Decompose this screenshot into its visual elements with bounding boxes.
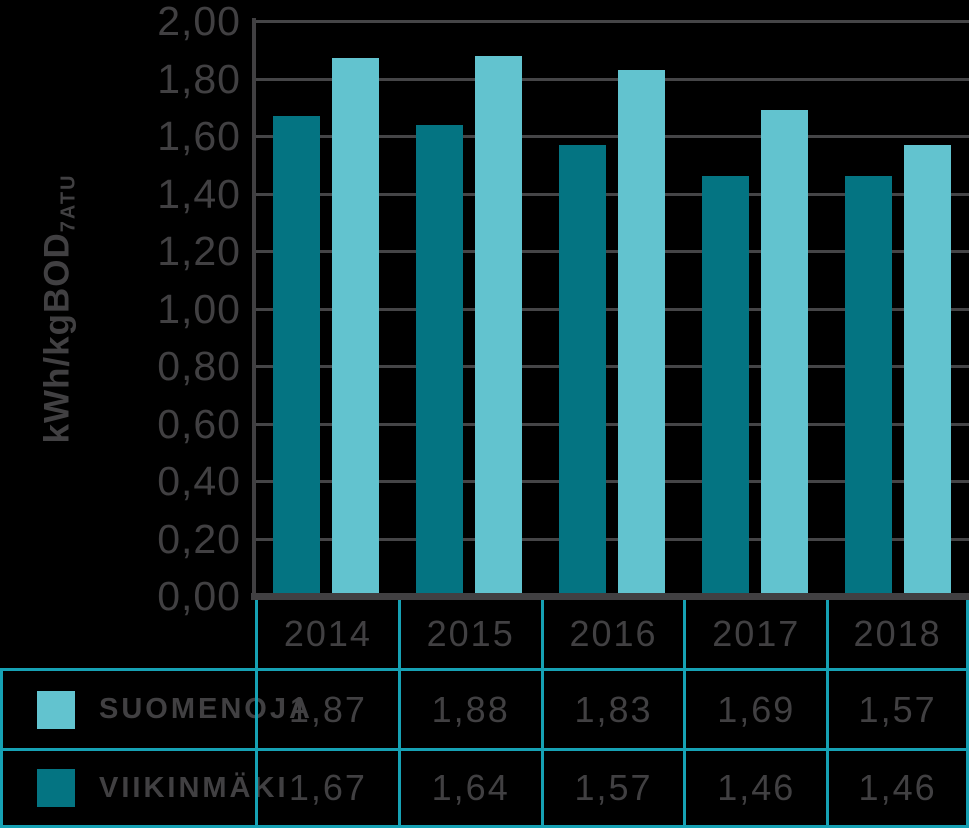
bar-suomenoja-2016	[618, 69, 665, 596]
bar-suomenoja-2015	[475, 55, 523, 596]
value-cell: 1,46	[826, 748, 969, 828]
legend-label: VIIKINMÄKI	[99, 771, 289, 804]
year-header-cell: 2015	[397, 600, 541, 668]
gridline	[255, 20, 969, 23]
bar-viikinmki-2017	[701, 176, 749, 596]
table-spacer-cell	[0, 600, 255, 668]
bar-viikinmki-2018	[844, 176, 892, 596]
bar-viikinmki-2016	[559, 144, 606, 596]
y-axis-line	[252, 18, 256, 600]
y-tick-label: 1,60	[157, 113, 241, 159]
gridline	[255, 77, 969, 81]
data-table: 2014 2015 2016 2017 2018 SUOMENOJA 1,87 1,88 1,8…	[0, 600, 969, 828]
plot-area	[255, 20, 969, 596]
value-cell: 1,57	[540, 748, 684, 828]
y-tick-label: 0,20	[157, 515, 241, 562]
gridline	[255, 365, 969, 368]
legend-label: SUOMENOJA	[99, 693, 313, 725]
year-header-cell: 2014	[255, 600, 398, 668]
bar-suomenoja-2017	[760, 110, 808, 596]
y-tick-label: 0,60	[157, 400, 241, 447]
value-cell: 1,69	[683, 668, 827, 748]
value-cell: 1,87	[255, 668, 398, 748]
bar-viikinmki-2015	[416, 124, 464, 596]
year-header-cell: 2016	[540, 600, 684, 668]
y-axis-tick-labels: 0,00 0,20 0,40 0,60 0,80 1,00 1,20 1,40 1,60 1,80…	[0, 0, 241, 618]
value-cell: 1,64	[397, 748, 541, 828]
gridline	[255, 422, 969, 426]
year-header-cell: 2017	[683, 600, 826, 668]
legend-cell-viikinmki: VIIKINMÄKI	[0, 748, 286, 828]
value-cell: 1,83	[540, 668, 684, 748]
y-tick-label: 1,80	[157, 55, 241, 102]
gridline	[255, 135, 969, 138]
legend-cell-suomenoja: SUOMENOJA	[0, 668, 310, 748]
gridline	[255, 480, 969, 483]
bar-viikinmki-2014	[273, 115, 321, 596]
y-tick-label: 1,00	[157, 285, 241, 332]
bar-suomenoja-2014	[332, 58, 380, 596]
year-header-cell: 2018	[826, 600, 969, 668]
legend-swatch-viikinmki	[37, 769, 75, 807]
value-cell: 1,46	[683, 748, 827, 828]
y-tick-label: 0,80	[157, 343, 241, 389]
value-cell: 1,67	[255, 748, 398, 828]
y-tick-label: 0,40	[157, 458, 241, 504]
y-tick-label: 1,40	[157, 170, 241, 217]
value-cell: 1,88	[397, 668, 541, 748]
gridline	[255, 537, 969, 541]
value-cell: 1,57	[826, 668, 969, 748]
y-tick-label: 2,00	[157, 0, 241, 44]
gridline	[255, 250, 969, 253]
legend-swatch-suomenoja	[37, 690, 75, 729]
x-axis-line	[251, 593, 969, 600]
y-tick-label: 0,00	[157, 573, 241, 619]
gridline	[255, 307, 969, 311]
y-tick-label: 1,20	[157, 228, 241, 274]
bar-suomenoja-2018	[903, 144, 951, 596]
gridline	[255, 192, 969, 196]
